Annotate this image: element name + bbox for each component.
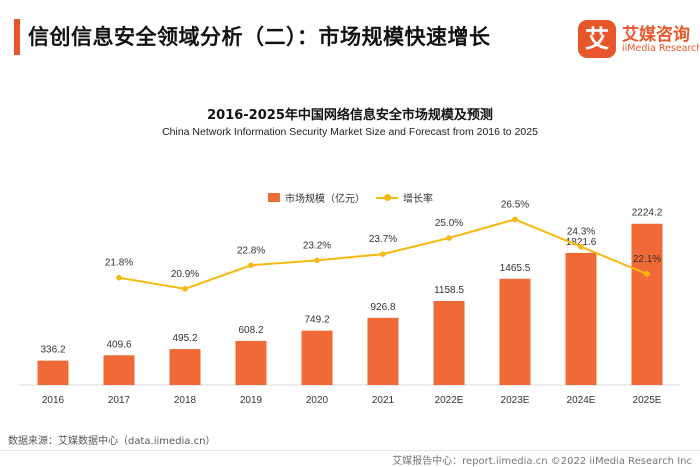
bar-value-label-2023E: 1465.5 — [500, 263, 531, 274]
bar-value-label-2020: 749.2 — [304, 315, 329, 326]
growth-label-2025E: 22.1% — [633, 254, 661, 265]
bar-value-label-2019: 608.2 — [238, 325, 263, 336]
growth-point-2025E — [644, 271, 650, 277]
growth-label-2020: 23.2% — [303, 240, 331, 251]
x-tick-label-2025E: 2025E — [633, 395, 662, 406]
x-tick-label-2023E: 2023E — [501, 395, 530, 406]
brand-logo: 艾 艾媒咨询 iiMedia Research — [578, 20, 700, 60]
legend-dot-swatch — [384, 194, 391, 201]
chart-title: 2016-2025年中国网络信息安全市场规模及预测 — [207, 108, 493, 123]
x-tick-label-2021: 2021 — [372, 395, 395, 406]
x-tick-label-2020: 2020 — [306, 395, 329, 406]
x-tick-label-2019: 2019 — [240, 395, 263, 406]
x-tick-label-2016: 2016 — [42, 395, 65, 406]
growth-label-2019: 22.8% — [237, 245, 265, 256]
bar-value-label-2017: 409.6 — [106, 339, 131, 350]
bar-2023E — [499, 278, 531, 385]
growth-point-2020 — [314, 257, 320, 264]
growth-label-2017: 21.8% — [105, 258, 133, 269]
bar-value-label-2021: 926.8 — [370, 302, 395, 313]
bar-value-label-2025E: 2224.2 — [632, 208, 663, 219]
bar-value-label-2016: 336.2 — [40, 345, 65, 356]
x-tick-label-2022E: 2022E — [435, 395, 464, 406]
x-tick-label-2018: 2018 — [174, 395, 197, 406]
growth-point-2021 — [380, 251, 386, 257]
bar-2021 — [367, 317, 399, 385]
bar-2019 — [235, 340, 267, 385]
growth-point-2022E — [446, 235, 452, 241]
growth-point-2017 — [116, 274, 122, 281]
growth-label-2024E: 24.3% — [567, 227, 595, 238]
bar-2016 — [37, 360, 69, 385]
growth-point-2023E — [512, 216, 518, 223]
data-source: 数据来源：艾媒数据中心（data.iimedia.cn） — [8, 436, 216, 447]
title-accent-bar — [14, 19, 20, 55]
bar-2020 — [301, 330, 333, 385]
page-title: 信创信息安全领域分析（二）：市场规模快速增长 — [28, 25, 491, 49]
growth-label-2021: 23.7% — [369, 234, 397, 245]
bar-2022E — [433, 301, 465, 385]
growth-label-2023E: 26.5% — [501, 199, 529, 210]
logo-name-cn: 艾媒咨询 — [622, 25, 690, 45]
chart-subtitle: China Network Information Security Marke… — [162, 126, 538, 138]
bar-2024E — [565, 252, 597, 385]
growth-label-2018: 20.9% — [171, 269, 199, 280]
growth-label-2022E: 25.0% — [435, 218, 463, 229]
legend-bar-swatch — [268, 193, 280, 202]
bar-value-label-2024E: 1821.6 — [566, 237, 597, 248]
growth-point-2018 — [182, 286, 188, 292]
growth-point-2019 — [248, 262, 254, 269]
x-tick-label-2024E: 2024E — [567, 395, 596, 406]
bar-value-label-2018: 495.2 — [172, 333, 197, 344]
growth-point-2024E — [578, 243, 584, 250]
footer-brand: 艾媒报告中心：report.iimedia.cn ©2022 iiMedia R… — [392, 456, 692, 467]
bar-2025E — [631, 223, 663, 385]
bar-value-label-2022E: 1158.5 — [434, 285, 464, 296]
footer-divider — [0, 450, 700, 451]
bar-2017 — [103, 355, 135, 385]
logo-name-en: iiMedia Research — [622, 43, 700, 54]
logo-mark-icon: 艾 — [578, 20, 616, 58]
legend-label-market-size: 市场规模（亿元） — [285, 194, 365, 205]
bar-2018 — [169, 349, 201, 385]
x-tick-label-2017: 2017 — [108, 395, 131, 406]
legend-label-growth-rate: 增长率 — [403, 194, 433, 205]
